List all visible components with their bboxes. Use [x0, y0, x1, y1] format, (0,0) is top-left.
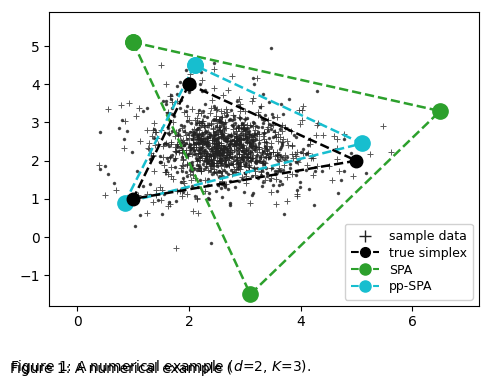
Legend: sample data, true simplex, SPA, pp-SPA: sample data, true simplex, SPA, pp-SPA: [345, 224, 473, 299]
Text: Figure 1: A numerical example ($d$=2, $K$=3).: Figure 1: A numerical example ($d$=2, $K…: [10, 358, 311, 376]
Text: Figure 1: A numerical example (: Figure 1: A numerical example (: [10, 362, 232, 376]
